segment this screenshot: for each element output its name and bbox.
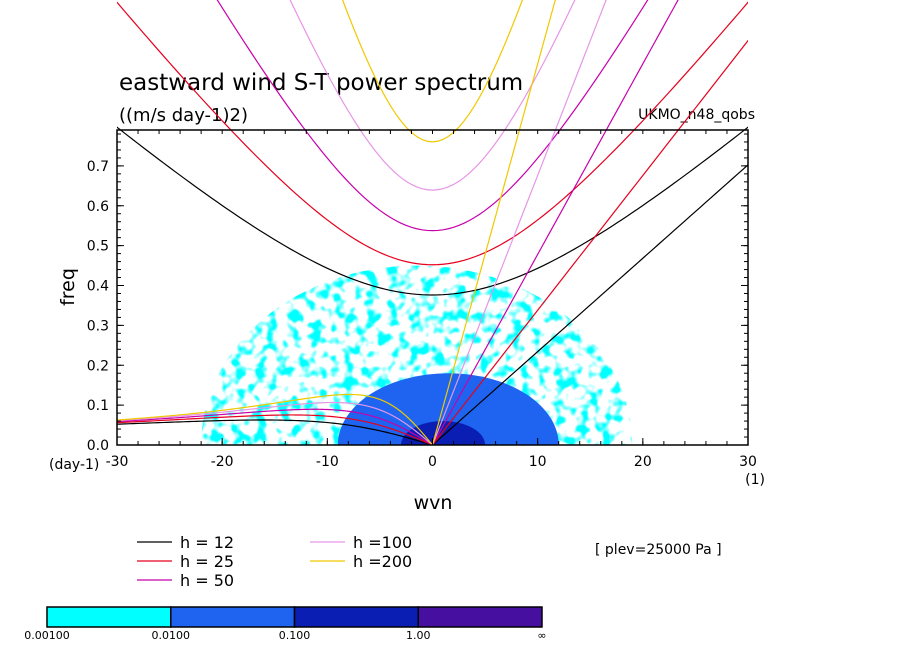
dataset-label: UKMO_n48_qobs [638,107,755,123]
legend-label-25: h = 25 [180,552,234,571]
legend-label-12: h = 12 [180,533,234,552]
rossby-wave-100 [117,401,433,445]
colorbar-label-3: 1.00 [406,629,431,642]
colorbar-label-1: 0.0100 [152,629,191,642]
x-tick-label: 20 [634,454,652,470]
x-tick-label: -10 [316,454,339,470]
kelvin-wave-100 [431,0,607,445]
dispersion-curves [117,0,748,445]
y-tick-label: 0.7 [87,159,109,175]
legend-label-50: h = 50 [180,571,234,590]
rossby-wave-50 [117,408,433,445]
y-tick-label: 0.4 [87,279,109,295]
gravity-wave-12 [117,126,748,296]
x-unit-label: (1) [745,472,765,488]
kelvin-wave-25 [432,39,748,445]
legend-label-200: h =200 [353,552,412,571]
y-tick-label: 0.1 [87,398,109,414]
axes: -30 -20 -10 0 10 20 30 0.0 0.1 0.2 0.3 0.4 0.5 0.6 0.7 [87,130,757,470]
colorbar-swatch-0 [46,606,172,628]
colorbar-swatch-1 [170,606,296,628]
gravity-wave-100 [289,0,576,191]
curve-12 [117,126,748,445]
kelvin-wave-50 [431,0,679,445]
y-tick-label: 0.6 [87,199,109,215]
curve-100 [117,0,607,445]
level-note: [ plev=25000 Pa ] [595,542,722,558]
colorbar-label-0: 0.00100 [24,629,70,642]
kelvin-wave-200 [431,0,556,445]
curve-50 [117,0,679,445]
chart-units: ((m/s day-1)2) [119,105,248,126]
y-tick-label: 0.3 [87,318,109,334]
power-region-shape-1 [337,373,559,445]
x-tick-label: 30 [739,454,757,470]
chart-title: eastward wind S-T power spectrum [119,70,523,96]
y-tick-label: 0.0 [87,438,109,454]
y-unit-label: (day-1) [49,457,99,473]
power-spectrum-fill [201,265,633,445]
colorbar-swatch-3 [417,606,543,628]
rossby-wave-12 [117,419,433,445]
colorbar-label-2: 0.100 [279,629,311,642]
y-tick-label: 0.5 [87,239,109,255]
x-tick-label: -30 [106,454,129,470]
colorbar-swatch-2 [293,606,419,628]
x-tick-label: 10 [529,454,547,470]
x-axis-title: wvn [414,492,453,514]
y-axis-title: freq [57,268,79,306]
colorbar: 0.00100 0.0100 0.100 1.00 ∞ [24,606,547,642]
x-tick-label: -20 [211,454,234,470]
rossby-wave-25 [117,414,433,445]
y-tick-label: 0.2 [87,358,109,374]
x-tick-label: 0 [428,454,437,470]
kelvin-wave-12 [432,164,748,445]
gravity-wave-50 [216,0,649,232]
gravity-wave-25 [117,1,748,266]
colorbar-label-4: ∞ [537,629,546,642]
legend-label-100: h =100 [353,533,412,552]
power-region-1 [337,373,559,445]
rossby-wave-200 [117,393,433,445]
curve-25 [117,1,748,445]
curve-200 [117,0,556,445]
gravity-wave-200 [341,0,524,143]
